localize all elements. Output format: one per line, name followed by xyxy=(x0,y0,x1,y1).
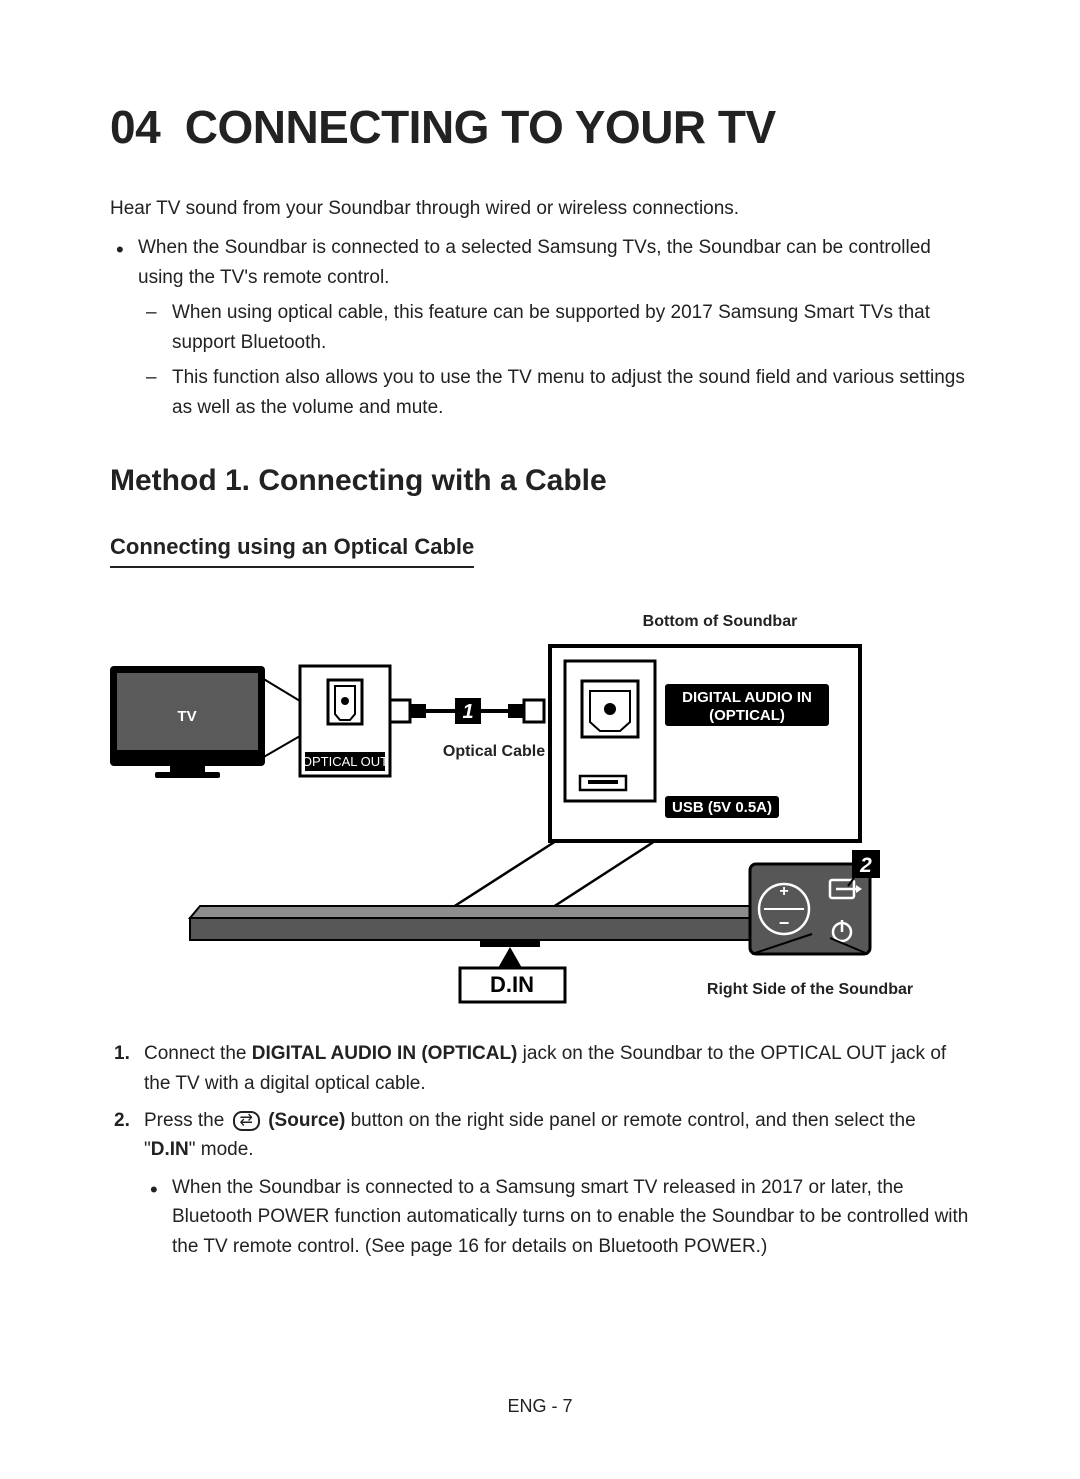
list-item: When the Soundbar is connected to a Sams… xyxy=(172,1173,970,1261)
step2-notes: When the Soundbar is connected to a Sams… xyxy=(144,1173,970,1261)
step2-c: " mode. xyxy=(189,1139,254,1160)
callout-1: 1 xyxy=(455,698,481,724)
notes-sublist: When using optical cable, this feature c… xyxy=(138,298,970,422)
step-item: Press the ⇄ (Source) button on the right… xyxy=(144,1106,970,1261)
intro-text: Hear TV sound from your Soundbar through… xyxy=(110,194,970,223)
usb-label: USB (5V 0.5A) xyxy=(672,799,772,816)
plus-icon: + xyxy=(779,883,788,900)
footer-page: 7 xyxy=(563,1396,573,1416)
tv-shape: TV xyxy=(110,666,265,778)
minus-icon: − xyxy=(779,913,790,933)
source-button-icon: ⇄ xyxy=(233,1111,260,1131)
method-subheading: Connecting using an Optical Cable xyxy=(110,534,474,568)
footer-sep: - xyxy=(547,1396,563,1416)
step2-a: Press the xyxy=(144,1110,230,1131)
step1-a: Connect the xyxy=(144,1043,252,1064)
soundbar-bottom-panel: DIGITAL AUDIO IN (OPTICAL) USB (5V 0.5A) xyxy=(550,646,860,841)
din-box: D.IN xyxy=(460,968,565,1002)
step2-source: (Source) xyxy=(268,1110,345,1131)
chapter-text: CONNECTING TO YOUR TV xyxy=(185,101,776,153)
callout-1-number: 1 xyxy=(462,701,473,723)
optical-cable-label: Optical Cable xyxy=(443,743,545,760)
step2-din: D.IN xyxy=(151,1139,189,1160)
step-item: Connect the DIGITAL AUDIO IN (OPTICAL) j… xyxy=(144,1039,970,1098)
chapter-title: 04 CONNECTING TO YOUR TV xyxy=(110,100,970,154)
note-main: When the Soundbar is connected to a sele… xyxy=(138,237,931,287)
din-arrow-icon xyxy=(498,947,522,968)
footer-lang: ENG xyxy=(507,1396,546,1416)
method-heading: Method 1. Connecting with a Cable xyxy=(110,464,970,498)
right-side-label: Right Side of the Soundbar xyxy=(707,981,913,998)
steps-list: Connect the DIGITAL AUDIO IN (OPTICAL) j… xyxy=(110,1039,970,1261)
list-item: When the Soundbar is connected to a sele… xyxy=(138,233,970,422)
tv-label: TV xyxy=(177,708,196,725)
tv-port-detail: OPTICAL OUT xyxy=(300,666,390,776)
soundbar-body xyxy=(190,906,830,947)
bottom-of-soundbar-label: Bottom of Soundbar xyxy=(643,613,798,630)
digital-audio-in-l2: (OPTICAL) xyxy=(709,707,785,724)
notes-list: When the Soundbar is connected to a sele… xyxy=(110,233,970,422)
optical-out-label: OPTICAL OUT xyxy=(302,754,388,769)
page-footer: ENG - 7 xyxy=(0,1396,1080,1417)
callout-2-number: 2 xyxy=(859,854,872,877)
din-label: D.IN xyxy=(490,972,534,997)
list-item: When using optical cable, this feature c… xyxy=(172,298,970,357)
digital-audio-in-l1: DIGITAL AUDIO IN xyxy=(682,689,812,706)
connection-diagram: Bottom of Soundbar TV OPTICAL OUT Optica… xyxy=(110,606,970,1011)
step1-b: DIGITAL AUDIO IN (OPTICAL) xyxy=(252,1043,518,1064)
list-item: This function also allows you to use the… xyxy=(172,363,970,422)
chapter-number: 04 xyxy=(110,101,160,153)
